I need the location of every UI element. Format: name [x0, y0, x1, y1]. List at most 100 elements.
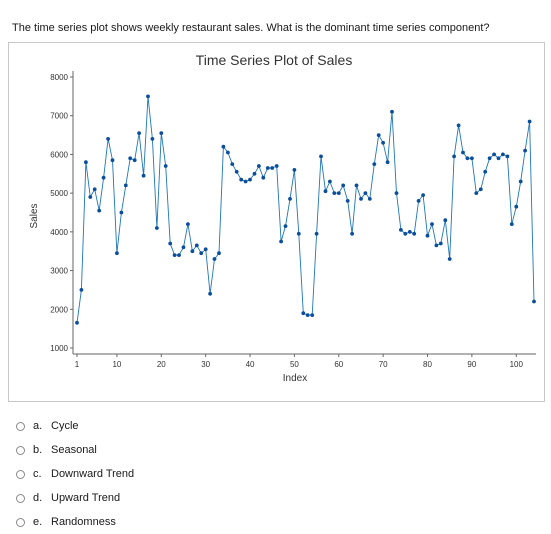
data-point	[252, 171, 257, 176]
x-tick-label: 20	[157, 360, 166, 369]
data-point	[230, 162, 235, 166]
data-point	[403, 231, 408, 236]
data-point	[106, 137, 110, 141]
data-point	[137, 131, 142, 135]
y-tick-label: 7000	[50, 112, 68, 121]
x-tick-label: 50	[290, 360, 299, 369]
x-tick-label: 40	[246, 360, 255, 369]
data-point	[456, 123, 461, 128]
data-point	[190, 249, 195, 254]
y-tick-label: 3000	[50, 267, 68, 276]
x-tick-label: 10	[112, 360, 121, 369]
data-point	[372, 162, 377, 166]
answer-options: a. Cycle b. Seasonal c. Downward Trend d…	[16, 414, 134, 534]
data-point	[110, 158, 115, 163]
data-point	[509, 222, 514, 227]
option-label: Cycle	[51, 420, 79, 432]
x-tick-label: 100	[510, 360, 524, 369]
data-point	[336, 191, 341, 196]
option-label: Downward Trend	[51, 468, 135, 480]
data-point	[146, 94, 150, 99]
data-point	[425, 233, 430, 238]
data-point	[181, 245, 186, 250]
data-point	[177, 253, 181, 257]
data-point	[194, 243, 199, 248]
data-point	[447, 257, 452, 261]
data-point	[465, 156, 470, 161]
data-point	[279, 239, 283, 244]
data-point	[421, 193, 425, 198]
data-point	[474, 191, 479, 196]
data-point	[88, 195, 93, 199]
y-tick-label: 4000	[50, 228, 68, 237]
y-tick-label: 1000	[50, 344, 68, 353]
x-tick-label: 30	[201, 360, 210, 369]
option-e[interactable]: e. Randomness	[16, 510, 134, 534]
data-point	[461, 150, 465, 155]
series-line	[76, 96, 535, 323]
option-label: Seasonal	[51, 444, 97, 456]
option-c[interactable]: c. Downward Trend	[16, 462, 134, 486]
option-letter: d.	[33, 492, 43, 504]
data-point	[203, 247, 208, 252]
data-point	[394, 191, 399, 196]
data-point	[186, 222, 190, 227]
data-point	[119, 210, 124, 215]
data-point	[155, 226, 159, 230]
data-point	[257, 164, 261, 168]
data-point	[350, 231, 354, 236]
data-point	[359, 197, 363, 201]
radio-button[interactable]	[16, 469, 25, 479]
data-point	[292, 168, 297, 172]
data-point	[274, 164, 279, 168]
option-d[interactable]: d. Upward Trend	[16, 486, 134, 510]
radio-button[interactable]	[16, 517, 25, 527]
data-point	[501, 152, 505, 157]
radio-button[interactable]	[16, 445, 25, 455]
data-point	[381, 140, 385, 145]
data-point	[363, 191, 368, 196]
x-tick-label: 80	[423, 360, 432, 369]
data-point	[150, 137, 155, 141]
data-point	[323, 189, 328, 194]
data-point	[376, 133, 381, 137]
data-point	[75, 320, 79, 325]
radio-button[interactable]	[16, 421, 25, 431]
option-b[interactable]: b. Seasonal	[16, 438, 134, 462]
x-axis-label: Index	[283, 373, 307, 384]
data-point	[123, 183, 128, 188]
data-point	[367, 197, 372, 201]
data-point	[319, 154, 323, 159]
y-tick-label: 8000	[50, 73, 68, 82]
data-point	[505, 154, 510, 159]
data-point	[97, 208, 102, 213]
data-point	[261, 175, 266, 180]
data-point	[265, 166, 270, 170]
data-point	[412, 231, 417, 236]
data-point	[270, 166, 275, 170]
data-point	[518, 179, 523, 184]
radio-button[interactable]	[16, 493, 25, 503]
x-tick-label: 70	[379, 360, 388, 369]
data-point	[416, 199, 421, 203]
option-a[interactable]: a. Cycle	[16, 414, 134, 438]
data-point	[310, 313, 315, 317]
data-point	[399, 228, 403, 232]
option-letter: c.	[33, 468, 42, 480]
y-tick-label: 2000	[50, 305, 68, 314]
y-tick-label: 5000	[50, 189, 68, 198]
data-point	[248, 177, 252, 182]
chart-title: Time Series Plot of Sales	[196, 52, 353, 68]
data-point	[212, 257, 217, 261]
data-point	[496, 156, 501, 161]
data-point	[514, 204, 519, 209]
data-point	[163, 164, 168, 168]
data-point	[296, 231, 301, 236]
data-point	[132, 158, 137, 163]
data-point	[221, 144, 226, 149]
data-point	[301, 311, 306, 316]
chart-svg: Time Series Plot of Sales 1000 2000 3000 40…	[29, 52, 536, 384]
data-point	[328, 179, 332, 184]
data-point	[172, 253, 177, 257]
data-point	[407, 230, 412, 234]
